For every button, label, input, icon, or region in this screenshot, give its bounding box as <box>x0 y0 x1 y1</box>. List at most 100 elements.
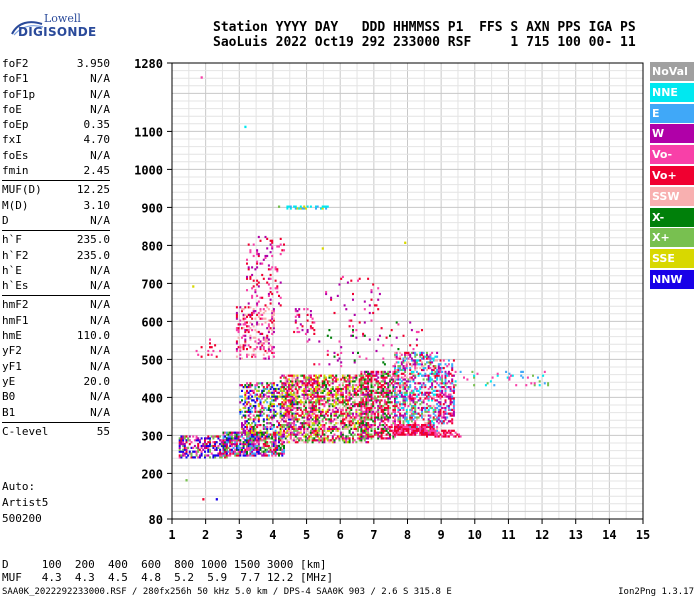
echo-point <box>313 378 316 381</box>
echo-point <box>360 389 363 392</box>
echo-point <box>276 287 279 290</box>
echo-point <box>348 420 351 423</box>
echo-point <box>235 431 238 434</box>
echo-point <box>244 306 247 309</box>
echo-point <box>414 422 417 425</box>
echo-point <box>293 384 296 387</box>
echo-point <box>449 420 452 423</box>
echo-point <box>321 207 324 210</box>
echo-point <box>434 414 437 417</box>
echo-point <box>288 384 291 387</box>
echo-point <box>272 317 275 320</box>
echo-point <box>204 446 206 449</box>
echo-point <box>241 389 243 392</box>
echo-point <box>244 433 247 436</box>
echo-point <box>264 387 267 391</box>
echo-point <box>341 427 344 430</box>
echo-point <box>246 348 248 351</box>
echo-point <box>452 414 455 417</box>
echo-point <box>313 420 316 423</box>
echo-point <box>293 374 296 377</box>
echo-point <box>397 410 400 413</box>
echo-point <box>210 353 213 356</box>
echo-point <box>436 429 439 432</box>
echo-point <box>323 403 326 406</box>
echo-point <box>251 437 254 440</box>
echo-point <box>357 351 359 354</box>
echo-point <box>365 389 368 392</box>
echo-point <box>392 420 395 423</box>
echo-point <box>419 433 422 436</box>
echo-point <box>360 429 363 432</box>
echo-point <box>343 399 346 402</box>
echo-point <box>399 408 402 411</box>
echo-point <box>436 378 439 381</box>
echo-point <box>272 391 275 394</box>
echo-point <box>331 374 334 377</box>
echo-point <box>360 412 363 415</box>
echo-point <box>264 310 267 313</box>
echo-point <box>276 446 279 449</box>
echo-point <box>323 395 326 398</box>
echo-point <box>315 418 317 421</box>
echo-point <box>331 441 334 444</box>
echo-point <box>432 427 435 430</box>
echo-point <box>264 437 267 440</box>
echo-point <box>214 454 217 457</box>
echo-point <box>414 382 417 385</box>
echo-point <box>259 452 262 455</box>
echo-point <box>426 395 428 398</box>
echo-point <box>394 386 396 389</box>
echo-point <box>276 420 279 423</box>
echo-point <box>397 374 400 377</box>
echo-point <box>299 399 302 402</box>
echo-point <box>252 427 255 430</box>
echo-point <box>444 363 447 366</box>
echo-point <box>286 391 289 394</box>
echo-point <box>279 281 282 284</box>
echo-point <box>276 270 279 273</box>
echo-point <box>190 446 193 449</box>
echo-point <box>444 374 447 377</box>
echo-point <box>489 380 492 383</box>
echo-point <box>389 425 391 429</box>
echo-point <box>451 389 454 392</box>
echo-point <box>345 412 348 415</box>
echo-point <box>340 414 343 417</box>
echo-point <box>311 384 314 387</box>
echo-point <box>239 319 242 322</box>
echo-point <box>355 410 358 413</box>
echo-point <box>331 380 334 383</box>
echo-point <box>251 296 254 299</box>
echo-point <box>320 412 322 415</box>
echo-point <box>431 431 434 434</box>
echo-point <box>365 424 368 427</box>
echo-point <box>367 401 370 404</box>
echo-point <box>394 405 396 408</box>
echo-point <box>283 416 285 419</box>
echo-point <box>407 427 410 430</box>
echo-point <box>235 311 238 315</box>
echo-point <box>247 444 250 448</box>
echo-point <box>237 454 240 457</box>
echo-point <box>296 420 299 423</box>
echo-point <box>278 441 280 444</box>
echo-point <box>404 401 407 404</box>
echo-point <box>198 448 201 451</box>
echo-point <box>241 410 243 413</box>
echo-point <box>289 414 292 417</box>
echo-point <box>266 334 269 337</box>
echo-point <box>449 382 452 385</box>
echo-point <box>251 273 254 277</box>
echo-point <box>389 380 391 383</box>
echo-point <box>276 291 279 294</box>
echo-point <box>336 410 339 413</box>
echo-point <box>262 346 265 349</box>
echo-point <box>427 408 430 411</box>
echo-point <box>299 439 302 442</box>
echo-point <box>279 446 282 449</box>
echo-point <box>345 435 348 438</box>
echo-point <box>293 420 296 423</box>
param-value: 20.0 <box>83 374 111 388</box>
echo-point <box>431 424 434 427</box>
